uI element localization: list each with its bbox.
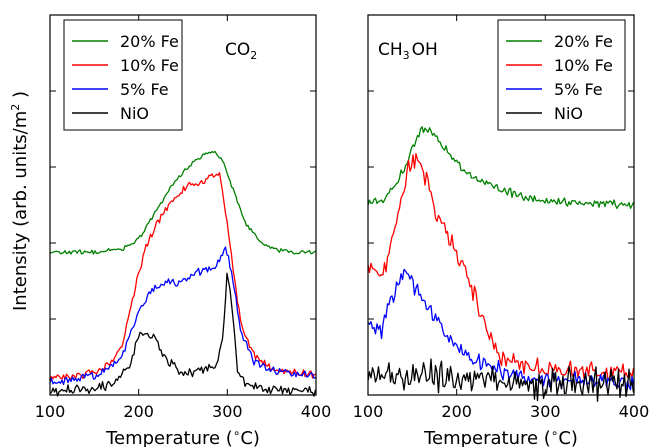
x-axis-label: Temperature (∘C) [105,426,260,447]
y-axis-label-text: Intensity (arb. units/m [10,111,31,311]
panel-co2: 100 200 300 400 Temperature (∘C) CO2 20% Fe 10%… [35,14,332,447]
x-tick-label: 400 [301,402,332,421]
x-axis-label-degree: ∘ [233,426,241,440]
x-tick-label: 300 [530,402,561,421]
x-axis-label-text: Temperature ( [105,428,233,447]
legend-label: 5% Fe [120,80,169,99]
series-line-20-fe [49,150,316,255]
series-line-10-fe [367,152,635,381]
panel-label-text: CH [378,40,403,60]
x-tick-label: 100 [353,402,384,421]
x-axis-label-tail: C) [558,428,578,447]
series-line-5-fe [49,246,316,386]
axes-frame [367,14,635,396]
legend-label: NiO [120,104,149,123]
x-axis-label-degree: ∘ [551,426,559,440]
legend-label: NiO [554,104,583,123]
panel-label-sub: 2 [250,49,257,62]
legend-label: 20% Fe [120,32,179,51]
x-axis-label: Temperature (∘C) [423,426,578,447]
panel-label-tail: OH [412,40,438,60]
legend-label: 10% Fe [554,56,613,75]
legend-box [63,19,183,131]
legend-label: 20% Fe [554,32,613,51]
legend-label: 10% Fe [120,56,179,75]
axes-frame [49,14,317,396]
y-axis-label-tail: ) [10,91,31,104]
panel-label: CO2 [225,40,257,62]
panel-label: CH3 OH [378,40,438,62]
legend-label: 5% Fe [554,80,603,99]
x-tick-label: 100 [35,402,66,421]
series-line-nio [367,358,635,402]
legend-box [497,19,626,131]
legend: 20% Fe 10% Fe 5% Fe NiO [497,19,626,131]
x-tick-label: 300 [212,402,243,421]
series-line-nio [49,272,317,397]
legend: 20% Fe 10% Fe 5% Fe NiO [63,19,183,131]
svg-text:Intensity (arb. units/m2 ): Intensity (arb. units/m2 ) [9,91,31,311]
y-axis-label: Intensity (arb. units/m2 ) [9,91,31,311]
x-tick-label: 400 [619,402,650,421]
x-axis-label-tail: C) [240,428,260,447]
x-axis-label-text: Temperature ( [423,428,551,447]
panel-label-sub: 3 [403,49,410,62]
y-axis-label-sup: 2 [9,104,22,111]
series-line-10-fe [49,172,316,380]
series-line-20-fe [367,126,635,210]
x-tick-label: 200 [123,402,154,421]
panel-ch3oh: 100 200 300 400 Temperature (∘C) CH3 OH 20% Fe 1… [353,14,650,447]
series-line-5-fe [367,268,635,391]
panel-label-text: CO [225,40,250,60]
x-tick-label: 200 [441,402,472,421]
